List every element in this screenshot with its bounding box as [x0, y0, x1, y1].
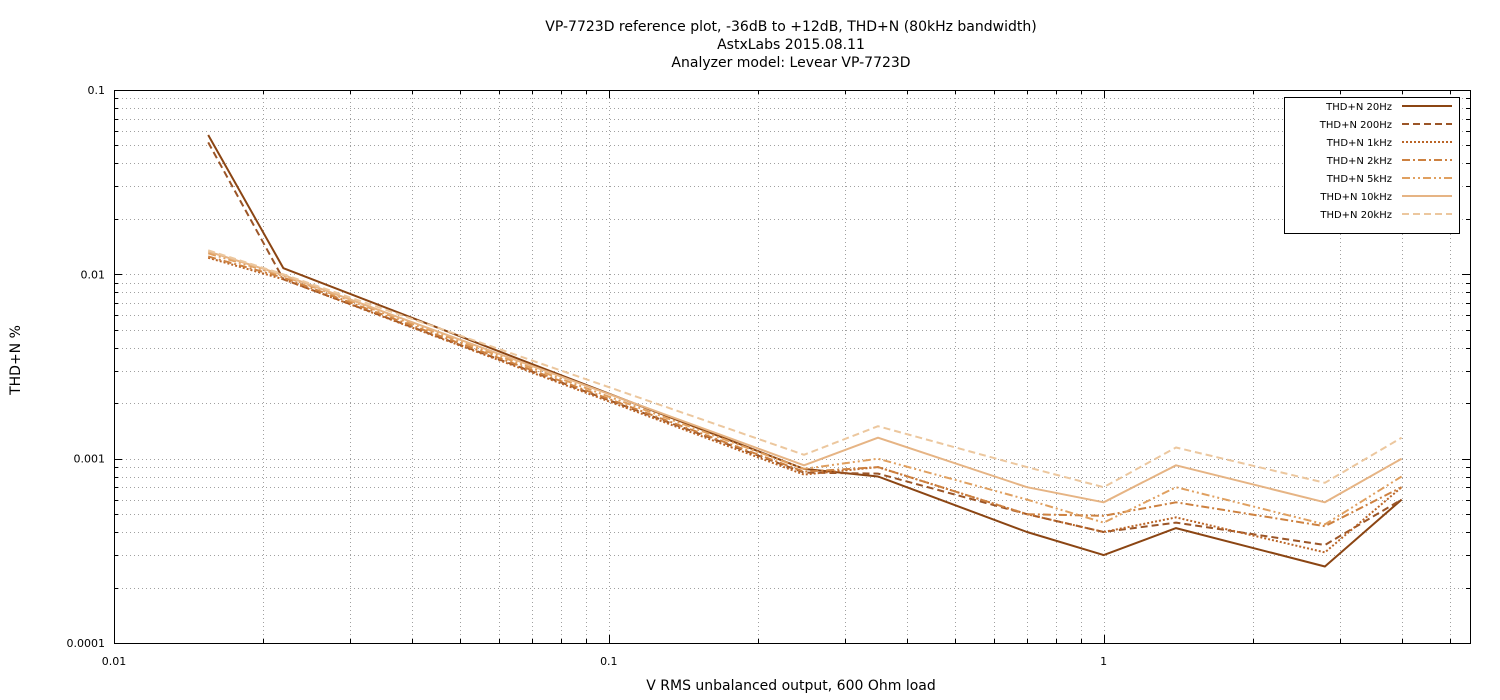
series-line-2	[207, 256, 1403, 554]
axis-ticks	[114, 90, 1470, 644]
chart-title: VP-7723D reference plot, -36dB to +12dB,…	[545, 19, 1037, 35]
series-line-5	[207, 250, 1403, 504]
y-axis-label-wrap: THD+N %	[6, 300, 26, 420]
legend-label: THD+N 5kHz	[1326, 174, 1392, 185]
x-tick-label: 0.01	[102, 655, 127, 668]
series-line-6	[207, 249, 1403, 489]
chart-subtitle-analyzer: Analyzer model: Levear VP-7723D	[671, 55, 911, 71]
legend-label: THD+N 20Hz	[1325, 102, 1392, 113]
legend-label: THD+N 10kHz	[1319, 192, 1392, 203]
y-tick-label: 0.001	[74, 453, 106, 466]
x-tick-label: 0.1	[600, 655, 618, 668]
x-tick-label: 1	[1100, 655, 1107, 668]
legend-label: THD+N 1kHz	[1326, 138, 1392, 149]
grid-lines	[114, 90, 1470, 643]
y-tick-label: 0.1	[88, 84, 106, 97]
legend: THD+N 20Hz THD+N 200Hz THD+N 1kHz THD+N 2kH…	[1284, 97, 1460, 234]
y-tick-label: 0.01	[81, 268, 106, 281]
plot-border	[114, 90, 1471, 644]
series-line-3	[207, 255, 1403, 528]
series-line-4	[207, 252, 1403, 526]
series-line-0	[207, 134, 1403, 568]
series-line-1	[207, 141, 1403, 546]
legend-label: THD+N 20kHz	[1319, 210, 1392, 221]
legend-label: THD+N 200Hz	[1319, 120, 1392, 131]
chart-subtitle: AstxLabs 2015.08.11	[717, 37, 865, 53]
x-axis-label: V RMS unbalanced output, 600 Ohm load	[646, 678, 936, 694]
legend-box	[1284, 97, 1460, 234]
y-axis-label: THD+N %	[8, 325, 24, 395]
series-lines	[207, 134, 1403, 568]
legend-label: THD+N 2kHz	[1326, 156, 1392, 167]
y-tick-label: 0.0001	[67, 637, 106, 650]
